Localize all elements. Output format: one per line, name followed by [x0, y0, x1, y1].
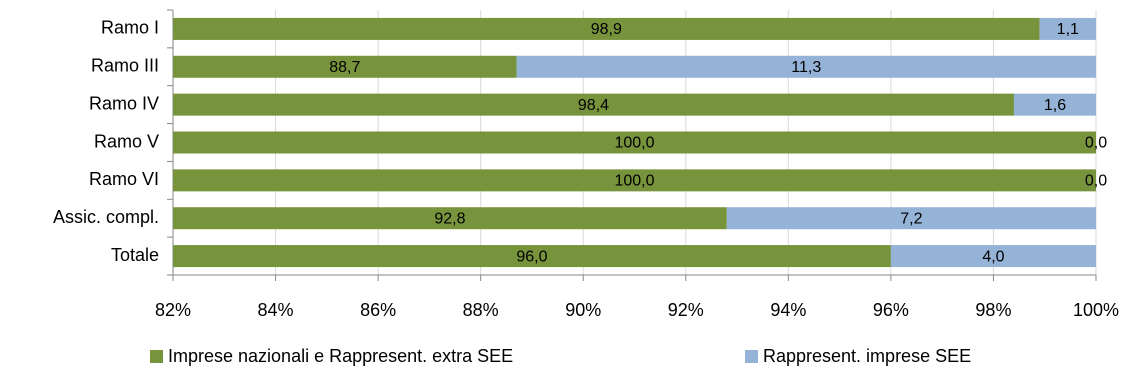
bar-segment — [1013, 93, 1096, 116]
value-label: 0,0 — [1085, 173, 1107, 190]
y-tick-label: Ramo I — [101, 18, 159, 38]
bar-segment — [173, 131, 1096, 154]
value-label: 11,3 — [791, 59, 821, 76]
value-label: 88,7 — [329, 59, 360, 76]
value-label: 0,0 — [1085, 135, 1107, 152]
value-label: 7,2 — [900, 210, 922, 227]
value-label: 1,1 — [1057, 21, 1079, 38]
bar-segment — [173, 93, 1014, 116]
y-tick-label: Ramo V — [94, 131, 159, 151]
value-label: 96,0 — [516, 248, 547, 265]
x-tick-label: 96% — [873, 300, 909, 320]
value-label: 100,0 — [614, 135, 654, 152]
x-tick-label: 86% — [360, 300, 396, 320]
value-label: 98,9 — [591, 21, 622, 38]
x-tick-label: 98% — [975, 300, 1011, 320]
x-tick-label: 94% — [770, 300, 806, 320]
x-tick-label: 88% — [463, 300, 499, 320]
bar-segment — [173, 207, 727, 230]
bar-segment — [516, 55, 1096, 78]
y-tick-label: Assic. compl. — [53, 207, 159, 227]
legend-swatch — [745, 350, 758, 363]
value-label: 92,8 — [434, 210, 465, 227]
y-tick-label: Ramo VI — [89, 169, 159, 189]
x-tick-label: 100% — [1073, 300, 1119, 320]
legend-label: Rappresent. imprese SEE — [763, 346, 971, 366]
bar-segment — [726, 207, 1096, 230]
value-label: 4,0 — [982, 248, 1004, 265]
value-label: 98,4 — [578, 97, 609, 114]
y-tick-label: Ramo IV — [89, 93, 159, 113]
bar-segment — [173, 169, 1096, 192]
bar-segment — [173, 245, 891, 268]
x-tick-label: 84% — [258, 300, 294, 320]
bar-segment — [1039, 17, 1096, 40]
y-tick-label: Totale — [111, 245, 159, 265]
x-tick-label: 90% — [565, 300, 601, 320]
legend-label: Imprese nazionali e Rappresent. extra SE… — [168, 346, 513, 366]
x-tick-label: 82% — [155, 300, 191, 320]
y-tick-label: Ramo III — [91, 56, 159, 76]
bar-segment — [173, 55, 517, 78]
value-label: 1,6 — [1044, 97, 1066, 114]
bar-segment — [173, 17, 1040, 40]
bar-segment — [890, 245, 1096, 268]
value-label: 100,0 — [614, 173, 654, 190]
x-tick-label: 92% — [668, 300, 704, 320]
legend-swatch — [150, 350, 163, 363]
